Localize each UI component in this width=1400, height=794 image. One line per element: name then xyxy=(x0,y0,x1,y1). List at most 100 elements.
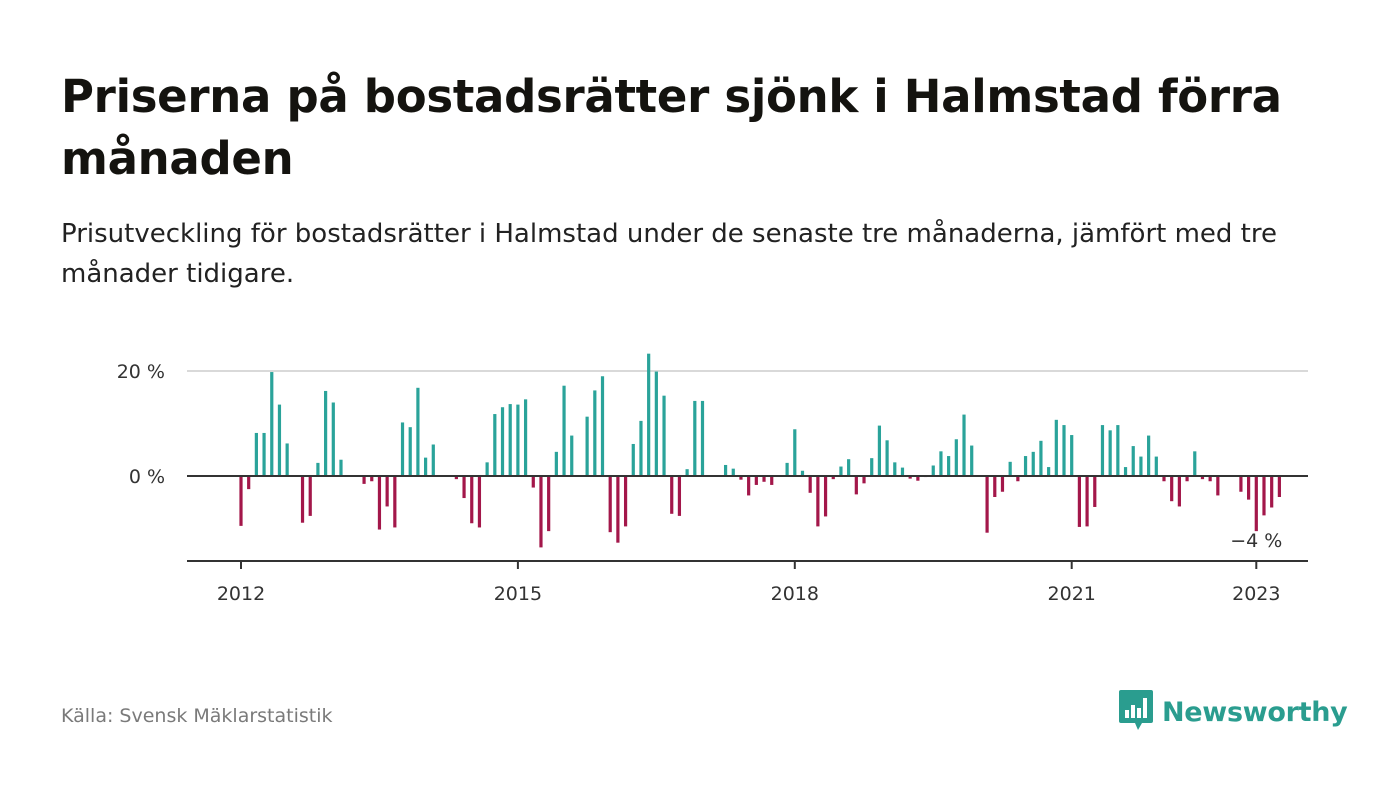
bar xyxy=(808,476,812,493)
bar xyxy=(1170,476,1174,502)
bar xyxy=(647,353,651,476)
bar xyxy=(616,476,620,543)
bar xyxy=(731,468,735,476)
bar xyxy=(331,402,335,476)
bar xyxy=(370,476,374,482)
bar xyxy=(1177,476,1181,507)
bar xyxy=(270,372,274,476)
bar xyxy=(839,466,843,476)
bar xyxy=(847,459,851,476)
bar xyxy=(377,476,382,530)
brand-name: Newsworthy xyxy=(1162,696,1348,728)
bar xyxy=(916,476,920,481)
bar xyxy=(1070,435,1074,476)
chart-subtitle: Prisutveckling för bostadsrätter i Halms… xyxy=(61,219,1277,289)
bar xyxy=(939,451,943,476)
bar xyxy=(1154,456,1158,476)
bar xyxy=(962,414,966,476)
bar xyxy=(831,476,835,480)
bar xyxy=(247,476,251,490)
bar xyxy=(1254,476,1258,532)
bar xyxy=(1093,476,1097,507)
bar-chart-logo-icon xyxy=(1118,688,1154,736)
bar xyxy=(1085,476,1089,527)
bar xyxy=(639,420,643,477)
bar xyxy=(485,462,489,476)
bar xyxy=(493,414,497,476)
labels: 0 % 20 % 2012 2015 2018 2021 2023 −4 % xyxy=(117,361,1283,605)
bar xyxy=(785,462,789,477)
bar xyxy=(1047,467,1051,476)
bar xyxy=(970,445,974,476)
bar xyxy=(739,476,743,480)
bar xyxy=(585,416,589,476)
bar xyxy=(1139,456,1143,476)
bar xyxy=(262,432,266,476)
bar xyxy=(1123,467,1128,476)
bar xyxy=(316,462,320,477)
bar xyxy=(454,476,458,480)
bar xyxy=(1147,435,1151,476)
bar xyxy=(324,390,328,476)
bar xyxy=(1039,440,1043,476)
bar xyxy=(1185,476,1189,482)
bar xyxy=(762,476,766,482)
bar xyxy=(1077,476,1081,527)
bar xyxy=(862,476,866,484)
bar xyxy=(677,476,682,516)
bar xyxy=(1031,451,1035,476)
bar xyxy=(670,476,674,514)
bar xyxy=(1162,476,1166,482)
bar xyxy=(1200,476,1205,480)
newsworthy-logo: Newsworthy xyxy=(1118,688,1348,736)
bar xyxy=(823,476,828,517)
bar xyxy=(600,376,605,476)
x-tick-label: 2012 xyxy=(217,583,265,605)
bar xyxy=(816,476,820,527)
bar xyxy=(462,476,466,499)
bar xyxy=(531,476,535,488)
value-annotation: −4 % xyxy=(1230,530,1282,552)
bar xyxy=(693,400,697,476)
bar xyxy=(954,439,958,476)
chart-title: Priserna på bostadsrätter sjönk i Halmst… xyxy=(61,70,1282,185)
bar xyxy=(570,435,574,476)
bar xyxy=(1193,451,1197,476)
bar xyxy=(985,476,989,533)
bar xyxy=(500,407,505,476)
bar xyxy=(1023,456,1028,476)
bar xyxy=(1016,476,1020,482)
bar xyxy=(1216,476,1220,496)
bar xyxy=(1208,476,1212,482)
x-tick-label: 2015 xyxy=(494,583,542,605)
bar xyxy=(631,443,635,476)
bar xyxy=(885,440,889,476)
bar xyxy=(754,476,758,485)
bar xyxy=(277,404,282,476)
bar xyxy=(254,432,258,476)
bar xyxy=(608,476,612,533)
bar xyxy=(308,476,312,516)
bar xyxy=(400,422,405,476)
bar xyxy=(593,390,597,476)
bar xyxy=(539,476,543,548)
bar xyxy=(900,467,905,476)
bar xyxy=(908,476,912,479)
bar xyxy=(662,395,666,476)
bar xyxy=(877,425,882,476)
bar xyxy=(723,464,728,476)
bar xyxy=(793,429,797,476)
bar xyxy=(893,462,897,476)
bar xyxy=(339,459,343,476)
bar xyxy=(408,427,412,476)
x-tick-label: 2018 xyxy=(771,583,819,605)
bar xyxy=(470,476,474,524)
bar xyxy=(416,387,420,476)
bar xyxy=(947,456,951,476)
bar xyxy=(385,476,389,507)
bar xyxy=(285,443,289,476)
bar xyxy=(1277,476,1281,497)
bar xyxy=(393,476,397,528)
bar xyxy=(623,476,628,527)
bar xyxy=(562,385,566,476)
